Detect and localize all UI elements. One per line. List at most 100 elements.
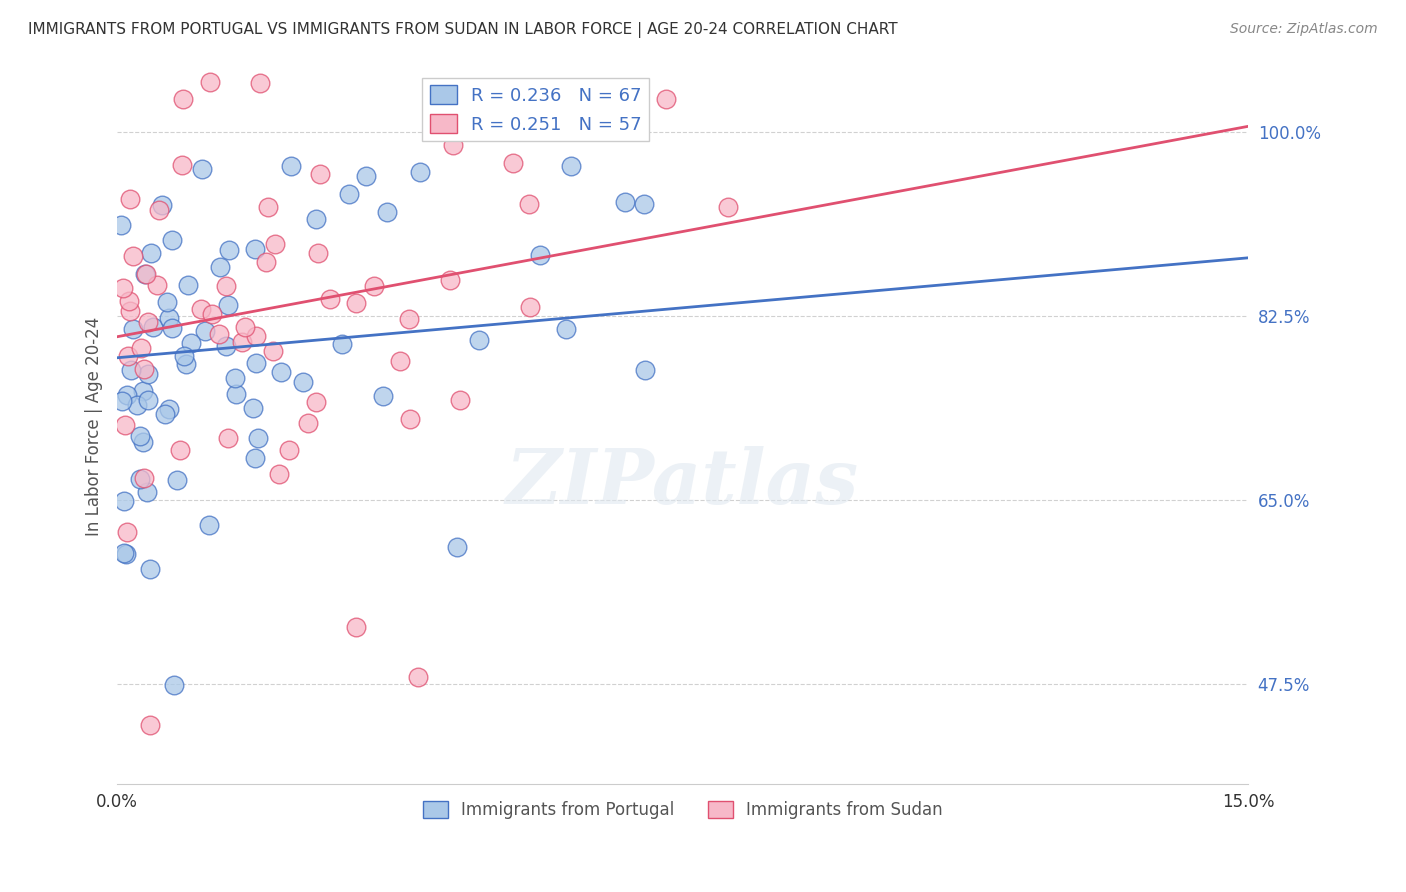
Point <box>375 204 398 219</box>
Point <box>217 430 239 444</box>
Point <box>264 236 287 251</box>
Point <box>160 320 183 334</box>
Y-axis label: In Labor Force | Age 20-24: In Labor Force | Age 20-24 <box>86 317 103 536</box>
Point <box>177 277 200 292</box>
Point <box>148 202 170 217</box>
Point <box>388 354 411 368</box>
Point <box>529 248 551 262</box>
Point <box>112 494 135 508</box>
Text: Source: ZipAtlas.com: Source: ZipAtlas.com <box>1230 22 1378 37</box>
Point <box>406 670 429 684</box>
Point <box>277 443 299 458</box>
Point <box>173 349 195 363</box>
Point <box>399 412 422 426</box>
Point <box>319 292 342 306</box>
Point <box>142 319 165 334</box>
Point <box>157 311 180 326</box>
Point <box>209 260 232 274</box>
Point <box>128 472 150 486</box>
Point <box>363 279 385 293</box>
Point <box>173 20 195 34</box>
Point <box>114 417 136 432</box>
Text: IMMIGRANTS FROM PORTUGAL VS IMMIGRANTS FROM SUDAN IN LABOR FORCE | AGE 20-24 COR: IMMIGRANTS FROM PORTUGAL VS IMMIGRANTS F… <box>28 22 898 38</box>
Point <box>214 278 236 293</box>
Point <box>441 138 464 153</box>
Point <box>215 338 238 352</box>
Point <box>191 162 214 177</box>
Point <box>297 416 319 430</box>
Point <box>169 443 191 458</box>
Point <box>156 294 179 309</box>
Point <box>280 159 302 173</box>
Point <box>194 324 217 338</box>
Point <box>655 92 678 106</box>
Point <box>217 298 239 312</box>
Point <box>129 341 152 355</box>
Point <box>519 301 541 315</box>
Point <box>305 212 328 227</box>
Point <box>190 302 212 317</box>
Point <box>247 431 270 445</box>
Point <box>120 363 142 377</box>
Point <box>111 281 134 295</box>
Point <box>122 249 145 263</box>
Point <box>245 356 267 370</box>
Point <box>344 295 367 310</box>
Point <box>449 392 471 407</box>
Point <box>118 294 141 309</box>
Point <box>633 197 655 211</box>
Point <box>373 389 395 403</box>
Point <box>249 76 271 90</box>
Point <box>224 370 246 384</box>
Point <box>136 315 159 329</box>
Point <box>257 200 280 214</box>
Point <box>112 546 135 560</box>
Point <box>344 620 367 634</box>
Point <box>409 165 432 179</box>
Point <box>134 267 156 281</box>
Point <box>132 434 155 449</box>
Point <box>398 312 420 326</box>
Point <box>136 392 159 407</box>
Point <box>129 429 152 443</box>
Point <box>120 193 142 207</box>
Point <box>560 160 582 174</box>
Point <box>502 156 524 170</box>
Point <box>200 75 222 89</box>
Point <box>309 167 332 181</box>
Point <box>162 677 184 691</box>
Point <box>634 363 657 377</box>
Point <box>198 518 221 533</box>
Point <box>174 357 197 371</box>
Point <box>254 255 277 269</box>
Point <box>121 322 143 336</box>
Point <box>153 407 176 421</box>
Point <box>172 91 194 105</box>
Point <box>157 401 180 416</box>
Text: ZIPatlas: ZIPatlas <box>506 446 859 520</box>
Point <box>139 246 162 260</box>
Point <box>111 394 134 409</box>
Point <box>716 200 738 214</box>
Point <box>231 335 253 350</box>
Point <box>115 525 138 540</box>
Point <box>356 169 378 184</box>
Point <box>132 384 155 398</box>
Point <box>201 307 224 321</box>
Point <box>150 198 173 212</box>
Point <box>160 233 183 247</box>
Point <box>132 362 155 376</box>
Point <box>517 196 540 211</box>
Point <box>270 365 292 379</box>
Point <box>120 304 142 318</box>
Point <box>468 333 491 347</box>
Point <box>482 114 505 128</box>
Point <box>115 547 138 561</box>
Point <box>614 195 637 210</box>
Legend: Immigrants from Portugal, Immigrants from Sudan: Immigrants from Portugal, Immigrants fro… <box>416 794 949 825</box>
Point <box>554 322 576 336</box>
Point <box>166 473 188 487</box>
Point <box>208 327 231 342</box>
Point <box>243 450 266 465</box>
Point <box>146 278 169 293</box>
